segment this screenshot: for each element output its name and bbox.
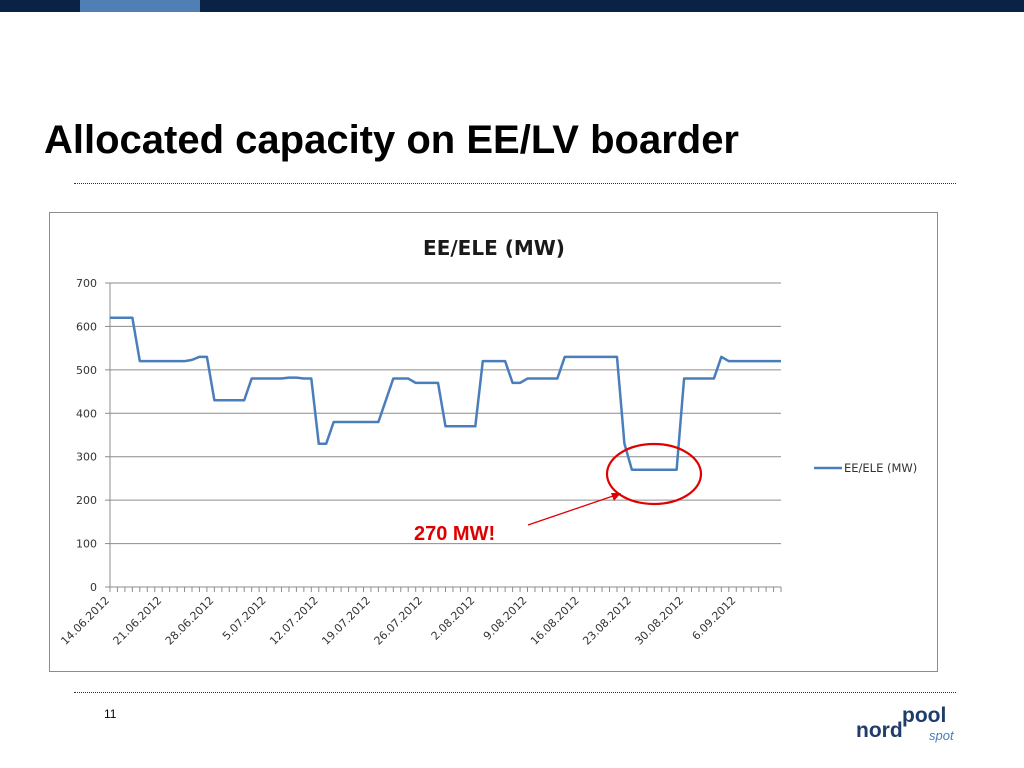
y-tick-label: 100 <box>76 538 97 551</box>
x-tick-label: 5.07.2012 <box>220 594 269 643</box>
top-bar-accent <box>80 0 200 12</box>
x-tick-label: 19.07.2012 <box>319 594 373 648</box>
y-tick-label: 200 <box>76 494 97 507</box>
divider-top <box>74 183 956 184</box>
svg-text:nord: nord <box>856 719 903 742</box>
x-tick-label: 9.08.2012 <box>481 594 530 643</box>
x-tick-label: 6.09.2012 <box>690 594 739 643</box>
x-tick-label: 2.08.2012 <box>429 594 478 643</box>
svg-text:spot: spot <box>929 728 955 743</box>
y-tick-label: 500 <box>76 364 97 377</box>
y-tick-label: 600 <box>76 320 97 333</box>
annotation-arrowhead <box>611 493 621 501</box>
slide-title: Allocated capacity on EE/LV boarder <box>44 118 739 162</box>
x-tick-label: 26.07.2012 <box>372 594 426 648</box>
series-line-ee-ele <box>110 316 781 471</box>
page-number: 11 <box>104 707 117 721</box>
x-tick-label: 28.06.2012 <box>163 594 217 648</box>
divider-bottom <box>74 692 956 693</box>
y-tick-label: 700 <box>76 277 97 290</box>
chart-frame: EE/ELE (MW) 0 100 200 300 400 500 600 700 14.06.2… <box>49 212 938 672</box>
y-tick-label: 300 <box>76 451 97 464</box>
legend-label: EE/ELE (MW) <box>844 461 917 475</box>
top-bar <box>0 0 1024 12</box>
line-chart: EE/ELE (MW) 0 100 200 300 400 500 600 700 14.06.2… <box>58 236 917 648</box>
y-tick-label: 400 <box>76 407 97 420</box>
chart-title: EE/ELE (MW) <box>423 236 565 260</box>
annotation-label: 270 MW! <box>414 523 495 545</box>
x-tick-label: 21.06.2012 <box>111 594 165 648</box>
nordpool-spot-logo: nord pool spot <box>856 704 955 743</box>
svg-text:pool: pool <box>902 704 946 727</box>
y-tick-label: 0 <box>90 581 97 594</box>
x-tick-label: 23.08.2012 <box>580 594 634 648</box>
annotation-arrow <box>527 494 617 526</box>
x-tick-label: 16.08.2012 <box>528 594 582 648</box>
highlight-circle <box>605 442 703 506</box>
x-tick-label: 30.08.2012 <box>632 594 686 648</box>
x-tick-label: 12.07.2012 <box>267 594 321 648</box>
x-tick-label: 14.06.2012 <box>58 594 112 648</box>
